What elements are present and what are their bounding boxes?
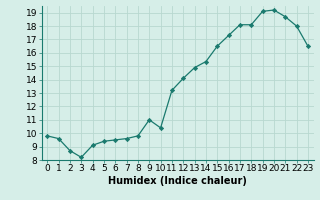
X-axis label: Humidex (Indice chaleur): Humidex (Indice chaleur) — [108, 176, 247, 186]
